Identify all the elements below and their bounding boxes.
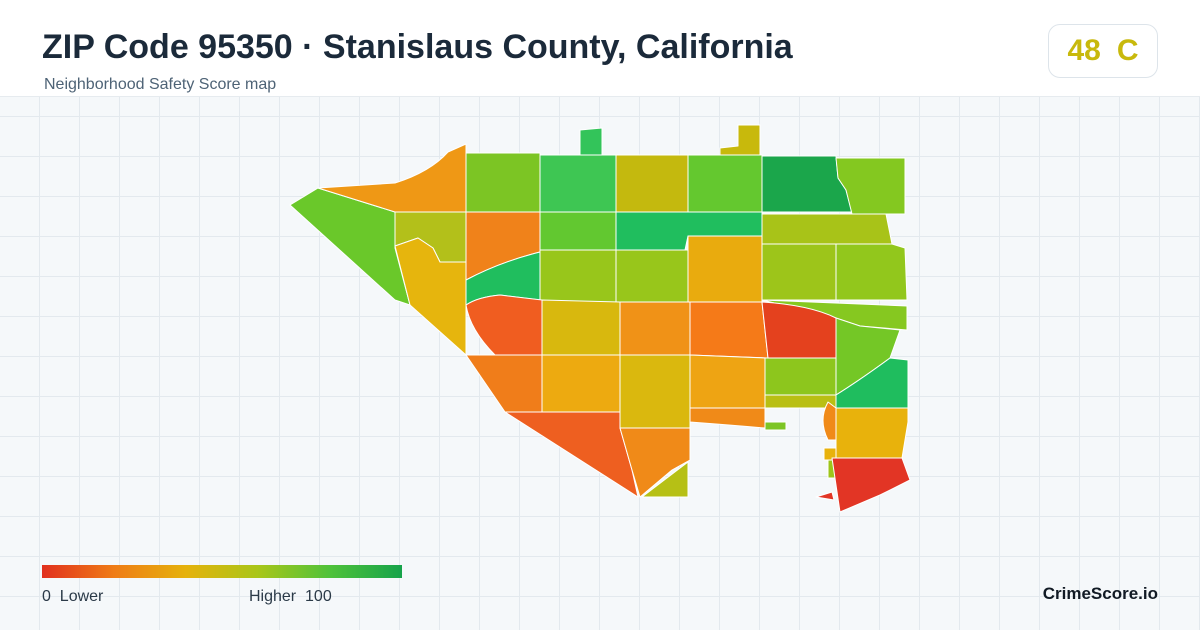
map-region[interactable] [465,294,543,356]
map-region[interactable] [687,154,763,213]
map-region[interactable] [539,211,617,251]
map-region[interactable] [615,249,689,303]
map-region[interactable] [619,301,691,356]
map-region[interactable] [615,154,689,213]
legend-low-text: Lower [59,588,104,605]
map-region[interactable] [541,299,621,356]
map-region[interactable] [465,354,543,413]
map-region[interactable] [641,461,689,498]
safety-score-badge: 48 C [1048,24,1158,78]
brand-logo-text[interactable]: CrimeScore.io [1042,584,1158,603]
map-region[interactable] [764,421,787,431]
legend-gradient-bar [42,565,402,578]
map-region[interactable] [539,154,617,213]
map-region[interactable] [689,407,766,429]
safety-score-value: 48 [1067,34,1101,67]
map-region[interactable] [761,243,837,301]
page-subtitle: Neighborhood Safety Score map [44,76,277,93]
map-region[interactable] [689,301,769,359]
legend-min-value: 0 [42,588,51,605]
map-region[interactable] [822,401,837,441]
map-region[interactable] [541,354,621,413]
map-region[interactable] [619,354,691,429]
map-region[interactable] [579,127,603,156]
safety-grade-letter: C [1116,34,1139,67]
map-region[interactable] [835,243,908,301]
map-region[interactable] [764,394,837,409]
legend-min-label: 0 Lower [42,588,103,606]
map-region[interactable] [394,237,467,356]
legend-max-value: 100 [305,588,332,605]
map-region[interactable] [504,411,639,498]
map-region[interactable] [687,235,763,303]
legend-high-text: Higher [249,588,297,605]
map-region[interactable] [465,152,541,213]
map-region[interactable] [815,491,835,501]
map-region[interactable] [764,357,837,396]
map-region[interactable] [835,407,909,459]
map-region[interactable] [835,357,909,409]
map-region[interactable] [831,457,911,513]
map-region[interactable] [719,124,761,156]
legend-max-label: Higher 100 [249,588,332,606]
map-region[interactable] [761,213,893,245]
map-region[interactable] [539,249,617,303]
page-title: ZIP Code 95350 · Stanislaus County, Cali… [42,28,793,66]
map-region[interactable] [619,427,691,498]
header-bar: ZIP Code 95350 · Stanislaus County, Cali… [0,0,1200,97]
map-region[interactable] [689,354,766,409]
